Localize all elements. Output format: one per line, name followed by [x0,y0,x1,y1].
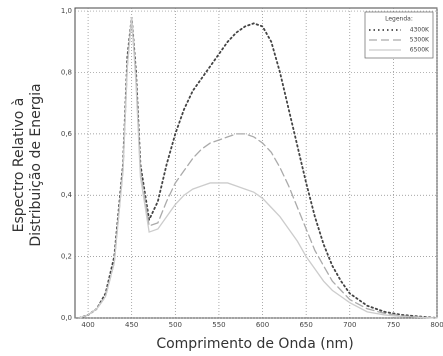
legend-title: Legenda: [385,16,413,23]
y-axis-label-line: Distribuição de Energia [28,83,44,246]
series-line [78,17,438,319]
x-tick-label: 550 [212,321,225,329]
y-tick-label: 1,0 [61,7,72,15]
y-axis-label-line: Espectro Relativo à [11,98,27,233]
x-tick-label: 650 [299,321,312,329]
x-tick-label: 600 [256,321,269,329]
y-tick-label: 0,8 [61,68,72,76]
plot-area [74,7,438,319]
legend-label: 6500K [410,47,430,54]
x-tick-label: 400 [81,321,94,329]
y-tick-label: 0,2 [61,253,72,261]
x-tick-label: 700 [343,321,356,329]
legend-label: 4300K [410,27,430,34]
y-tick-label: 0,6 [61,130,73,138]
x-tick-label: 800 [430,321,443,329]
x-axis-label: Comprimento de Onda (nm) [156,336,353,352]
x-tick-label: 500 [169,321,182,329]
y-tick-label: 0,4 [61,191,73,199]
x-tick-label: 750 [387,321,400,329]
y-tick-label: 0,0 [61,314,72,322]
legend-label: 5300K [410,37,430,44]
y-axis-label: Espectro Relativo à Distribuição de Ener… [11,83,44,246]
x-tick-label: 450 [125,321,138,329]
legend: Legenda: 4300K 5300K 6500K [364,11,434,59]
